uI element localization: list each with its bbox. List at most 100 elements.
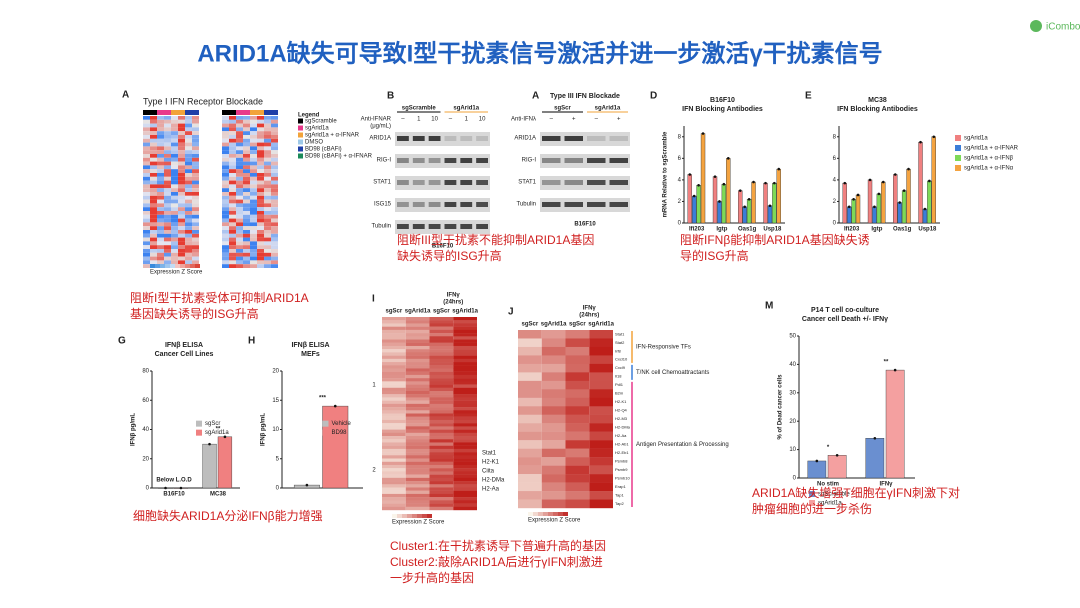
heatmap-cell: [589, 397, 613, 407]
heatmap-cell: [150, 180, 157, 185]
bar: [717, 201, 722, 224]
heatmap-cell: [257, 127, 264, 132]
heatmap-cell: [382, 455, 406, 459]
heatmap-cell: [171, 260, 178, 265]
heatmap-cell: [565, 474, 590, 483]
blot: [540, 176, 630, 190]
panel-letter: J: [508, 307, 514, 318]
heatmap-cell: [382, 490, 406, 495]
band: [564, 202, 583, 207]
band: [587, 158, 606, 163]
heatmap-cell: [250, 207, 257, 211]
heatmap-cell: [171, 165, 178, 170]
heatmap-cell: [382, 368, 406, 372]
panel-letter: A: [122, 90, 129, 101]
legend-label: sgArid1a: [818, 501, 842, 507]
caption: 阻断III型干扰素不能抑制ARID1A基因: [397, 232, 594, 247]
heatmap-cell: [178, 237, 185, 242]
row-label: Tubulin: [372, 224, 391, 230]
heatmap-cell: [264, 116, 271, 120]
heatmap-cell: [264, 180, 271, 185]
heatmap-cell: [229, 203, 236, 208]
heatmap-cell: [164, 195, 171, 200]
heatmap-cell: [236, 237, 243, 242]
heatmap-cell: [453, 339, 477, 343]
heatmap-cell: [143, 116, 150, 120]
heatmap-cell: [185, 154, 192, 158]
legend-label: sgScr: [205, 421, 220, 427]
heatmap-cell: [264, 252, 271, 257]
heatmap-cell: [150, 154, 157, 158]
y-tick-label: 0: [276, 486, 280, 492]
heatmap-cell: [236, 165, 243, 170]
heatmap-cell: [143, 150, 150, 154]
heatmap-cell: [229, 188, 236, 192]
heatmap-cell: [250, 138, 257, 143]
heatmap-cell: [382, 355, 406, 360]
heatmap-cell: [185, 252, 192, 257]
heatmap-cell: [236, 146, 243, 151]
heatmap-cell: [236, 218, 243, 223]
heatmap-cell: [541, 482, 566, 492]
heatmap-cell: [453, 345, 477, 350]
heatmap-cell: [229, 150, 236, 154]
heatmap-cell: [150, 176, 157, 181]
data-point: [738, 189, 742, 192]
heatmap-cell: [164, 230, 171, 234]
heatmap-cell: [157, 150, 164, 154]
dose-label: –: [449, 117, 453, 123]
heatmap-cell: [589, 440, 613, 449]
column-annotation: [236, 110, 250, 115]
column-label: sgScr: [433, 309, 450, 315]
heatmap-cell: [229, 169, 236, 173]
x-tick-label: MC38: [210, 492, 227, 498]
heatmap-cell: [518, 499, 542, 509]
unit-label: (μg/mL): [370, 124, 391, 130]
heatmap-cell: [565, 346, 590, 356]
heatmap-cell: [192, 241, 199, 246]
group-label: sgScramble: [402, 106, 437, 112]
heatmap-cell: [185, 150, 192, 154]
heatmap-cell: [429, 371, 454, 376]
heatmap-cell: [518, 380, 542, 390]
caption: 细胞缺失ARID1A分泌IFNβ能力增强: [133, 508, 323, 523]
heatmap-cell: [565, 330, 590, 339]
heatmap-cell: [382, 416, 406, 421]
heatmap-cell: [382, 352, 406, 356]
heatmap-cell: [405, 471, 430, 475]
heatmap-cell: [257, 192, 264, 196]
data-point: [932, 135, 936, 139]
heatmap-cell: [171, 237, 178, 242]
heatmap-cell: [405, 426, 430, 430]
heatmap-cell: [429, 326, 454, 331]
heatmap-cell: [541, 457, 566, 466]
scale-bar: [533, 512, 538, 516]
heatmap-cell: [236, 184, 243, 189]
heatmap-cell: [178, 245, 185, 249]
band: [542, 136, 561, 141]
heatmap-cell: [243, 180, 250, 185]
heatmap-cell: [250, 188, 257, 192]
heatmap-cell: [429, 468, 454, 472]
heatmap-cell: [271, 188, 278, 192]
heatmap-cell: [178, 249, 185, 253]
heatmap-cell: [429, 394, 454, 398]
heatmap-cell: [271, 176, 278, 181]
y-tick-label: 20: [272, 369, 279, 375]
heatmap-cell: [143, 176, 150, 181]
heatmap-cell: [185, 176, 192, 181]
band: [564, 180, 583, 185]
heatmap-cell: [250, 211, 257, 215]
heatmap-cell: [453, 448, 477, 453]
heatmap-cell: [150, 131, 157, 135]
chart-title: IFN Blocking Antibodies: [682, 106, 763, 113]
heatmap-cell: [271, 245, 278, 249]
heatmap-cell: [257, 199, 264, 204]
heatmap-cell: [192, 169, 199, 173]
scale-bar: [528, 512, 533, 516]
heatmap-cell: [250, 241, 257, 246]
heatmap-cell: [405, 439, 430, 443]
heatmap-cell: [150, 127, 157, 132]
heatmap-cell: [453, 403, 477, 408]
heatmap-cell: [250, 256, 257, 261]
